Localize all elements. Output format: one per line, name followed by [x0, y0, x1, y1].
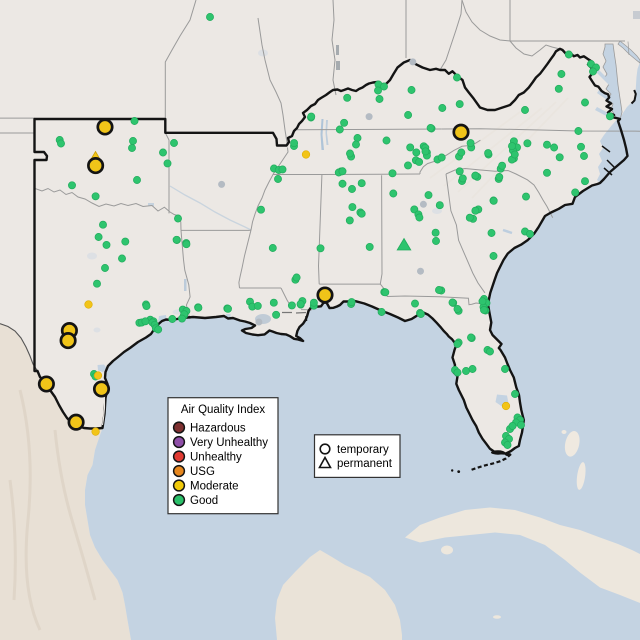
svg-text:Very Unhealthy: Very Unhealthy: [190, 437, 268, 449]
svg-text:temporary: temporary: [337, 444, 389, 456]
svg-text:Air Quality Index: Air Quality Index: [181, 404, 266, 416]
svg-text:Moderate: Moderate: [190, 481, 239, 493]
svg-text:Good: Good: [190, 495, 218, 507]
svg-text:Unhealthy: Unhealthy: [190, 452, 242, 464]
svg-text:Hazardous: Hazardous: [190, 423, 246, 435]
svg-text:permanent: permanent: [337, 458, 393, 470]
svg-text:USG: USG: [190, 466, 215, 478]
